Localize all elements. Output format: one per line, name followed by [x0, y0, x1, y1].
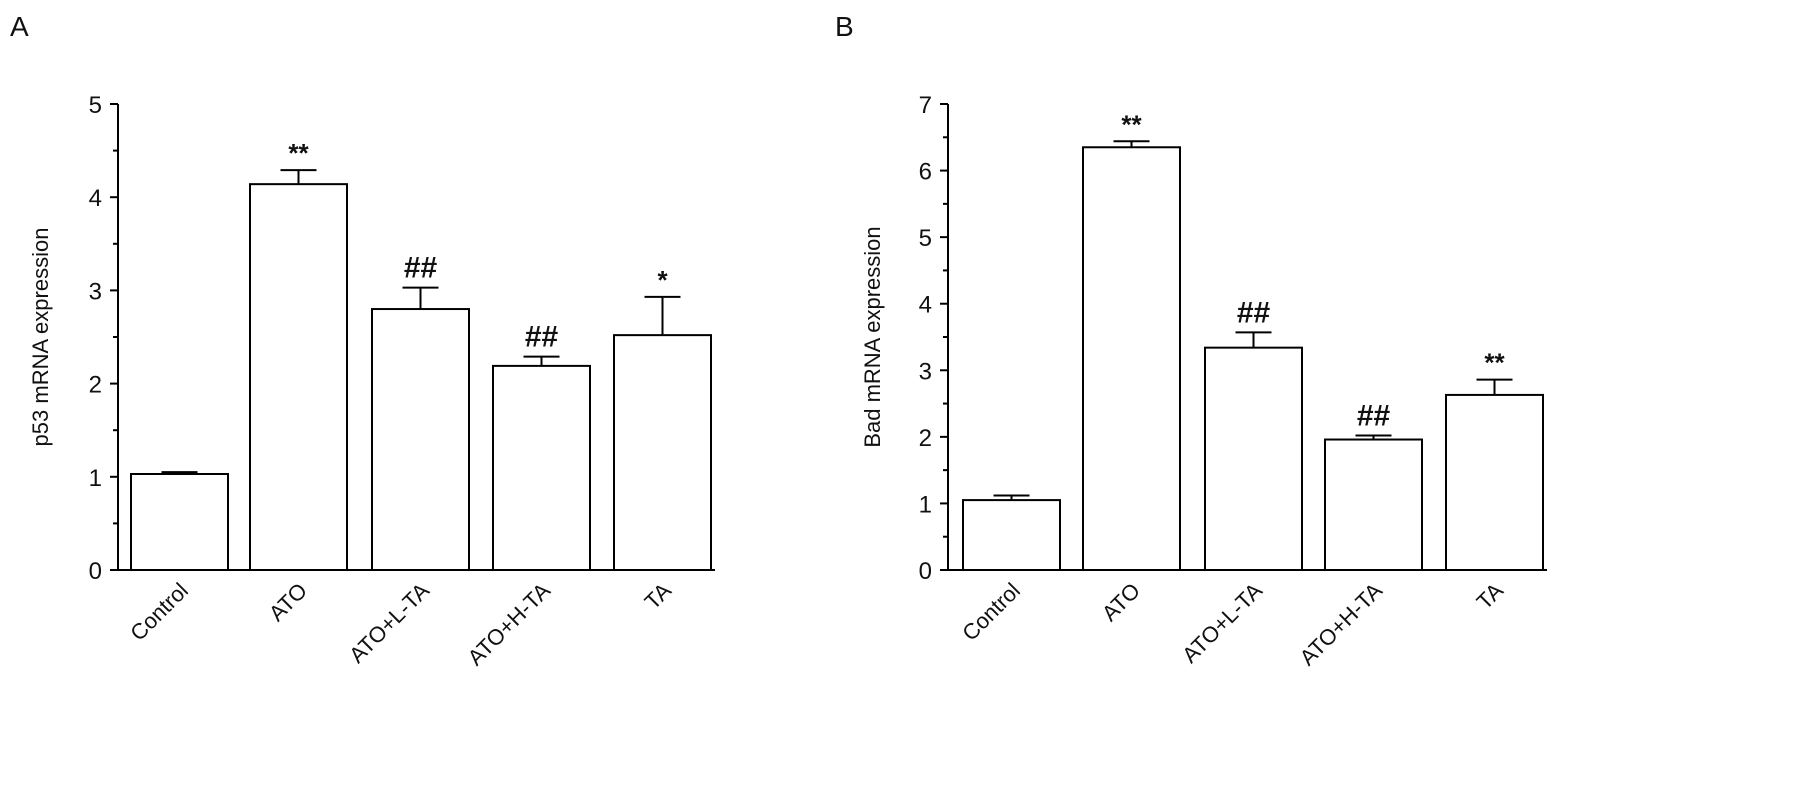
significance-marker: *: [657, 265, 668, 295]
bar: [613, 334, 712, 571]
significance-marker: ##: [1237, 296, 1271, 329]
y-tick-label: 7: [919, 92, 932, 119]
significance-marker: ##: [404, 252, 438, 285]
significance-marker: **: [1121, 109, 1142, 139]
y-tick-label: 4: [89, 185, 102, 212]
bar: [1324, 438, 1423, 571]
y-axis-label: Bad mRNA expression: [860, 226, 885, 447]
y-tick-label: 4: [919, 292, 932, 319]
x-tick-label: ATO+L-TA: [1177, 578, 1267, 668]
bar: [962, 499, 1061, 572]
panel-a: A 0 1 2 3 4 5 p53 mRNA expression Control ** ATO ##…: [10, 11, 715, 670]
x-tick-label: TA: [640, 578, 677, 615]
significance-marker: ##: [525, 321, 559, 354]
y-tick-label: 6: [919, 159, 932, 186]
y-tick-label: 2: [89, 372, 102, 399]
panel-label: A: [10, 11, 29, 42]
bar: [249, 183, 348, 571]
panel-b: B 0 1 2 3 4 5 6 7 Bad mRNA expression Control ** ATO…: [835, 11, 1547, 670]
y-tick-label: 1: [919, 491, 932, 518]
y-tick-label: 2: [919, 425, 932, 452]
x-tick-label: Control: [957, 578, 1025, 646]
x-tick-label: ATO: [1097, 578, 1145, 626]
significance-marker: **: [1484, 348, 1505, 378]
x-tick-label: ATO: [264, 578, 312, 626]
x-tick-label: ATO+L-TA: [344, 578, 434, 668]
bar: [371, 308, 470, 571]
x-tick-label: ATO+H-TA: [1295, 578, 1388, 671]
significance-marker: ##: [1357, 400, 1391, 433]
x-tick-label: ATO+H-TA: [463, 578, 556, 671]
panel-label: B: [835, 11, 854, 42]
bar: [1204, 346, 1303, 571]
bar: [1445, 393, 1544, 571]
x-tick-label: TA: [1472, 578, 1509, 615]
y-tick-label: 0: [919, 558, 932, 585]
y-tick-label: 5: [919, 225, 932, 252]
y-tick-label: 0: [89, 558, 102, 585]
bar: [1082, 146, 1181, 571]
y-tick-label: 5: [89, 92, 102, 119]
y-axis-label: p53 mRNA expression: [28, 228, 53, 447]
y-tick-label: 3: [89, 278, 102, 305]
significance-marker: **: [288, 138, 309, 168]
y-tick-label: 1: [89, 465, 102, 492]
bar: [492, 364, 591, 571]
x-tick-label: Control: [125, 578, 193, 646]
bar: [130, 473, 229, 571]
y-tick-label: 3: [919, 358, 932, 385]
